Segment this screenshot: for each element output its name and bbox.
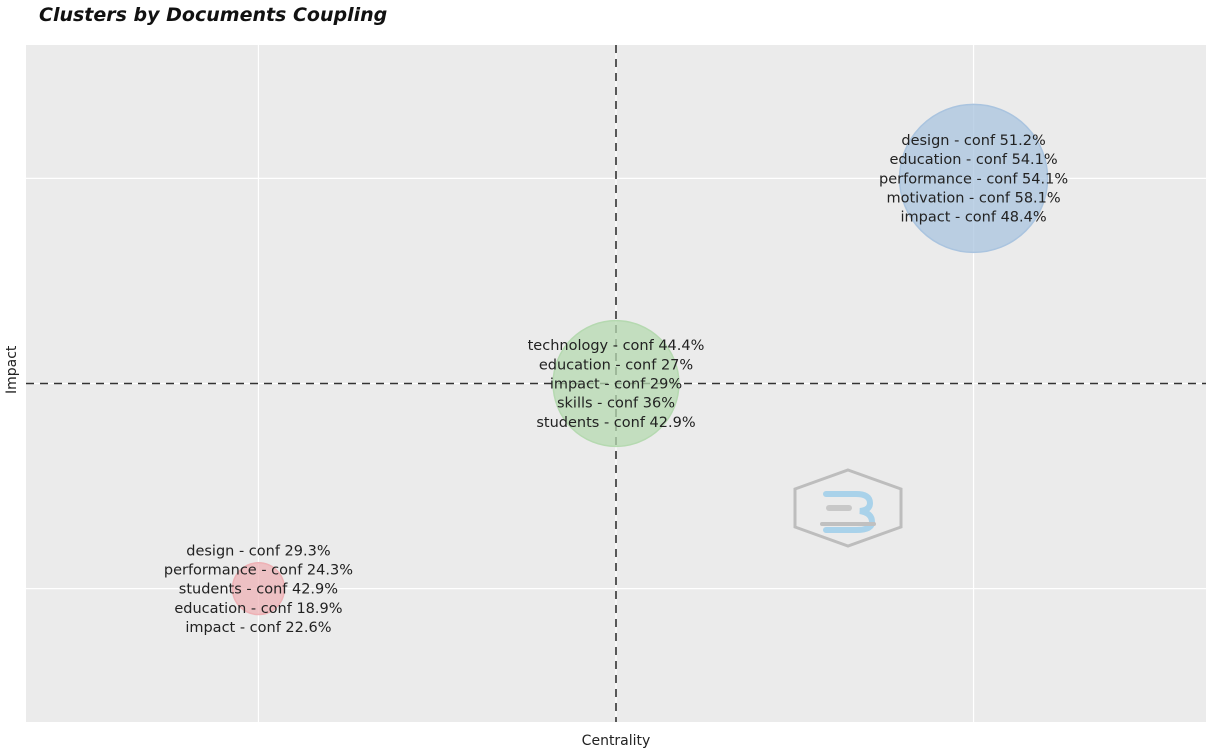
cluster-label: technology - conf 44.4% [528,338,705,354]
cluster-label: impact - conf 29% [550,377,682,393]
cluster-label: design - conf 29.3% [186,543,330,559]
cluster-bubble[interactable] [231,562,286,616]
cluster-bubble[interactable] [552,319,680,448]
cluster-label: performance - conf 24.3% [164,562,353,578]
cluster-label: students - conf 42.9% [179,582,338,598]
cluster-label: education - conf 18.9% [174,601,342,617]
bubble-labels: design - conf 51.2% education - conf 54.1… [164,133,1068,636]
x-axis-label: Centrality [581,733,651,749]
bibliometrix-logo [793,468,903,548]
chart-title: Clusters by Documents Coupling [39,4,388,26]
cluster-label: motivation - conf 58.1% [886,191,1060,207]
cluster-bubble[interactable] [898,103,1049,254]
bubbles [231,103,1049,616]
cluster-label: impact - conf 48.4% [900,210,1046,226]
cluster-label: skills - conf 36% [557,396,675,412]
cluster-label: education - conf 27% [539,357,693,373]
cluster-label: impact - conf 22.6% [185,620,331,636]
cluster-label: education - conf 54.1% [889,152,1057,168]
cluster-label: performance - conf 54.1% [879,171,1068,187]
y-axis-label: Impact [4,345,20,394]
cluster-label: students - conf 42.9% [536,415,695,431]
cluster-label: design - conf 51.2% [901,133,1045,149]
